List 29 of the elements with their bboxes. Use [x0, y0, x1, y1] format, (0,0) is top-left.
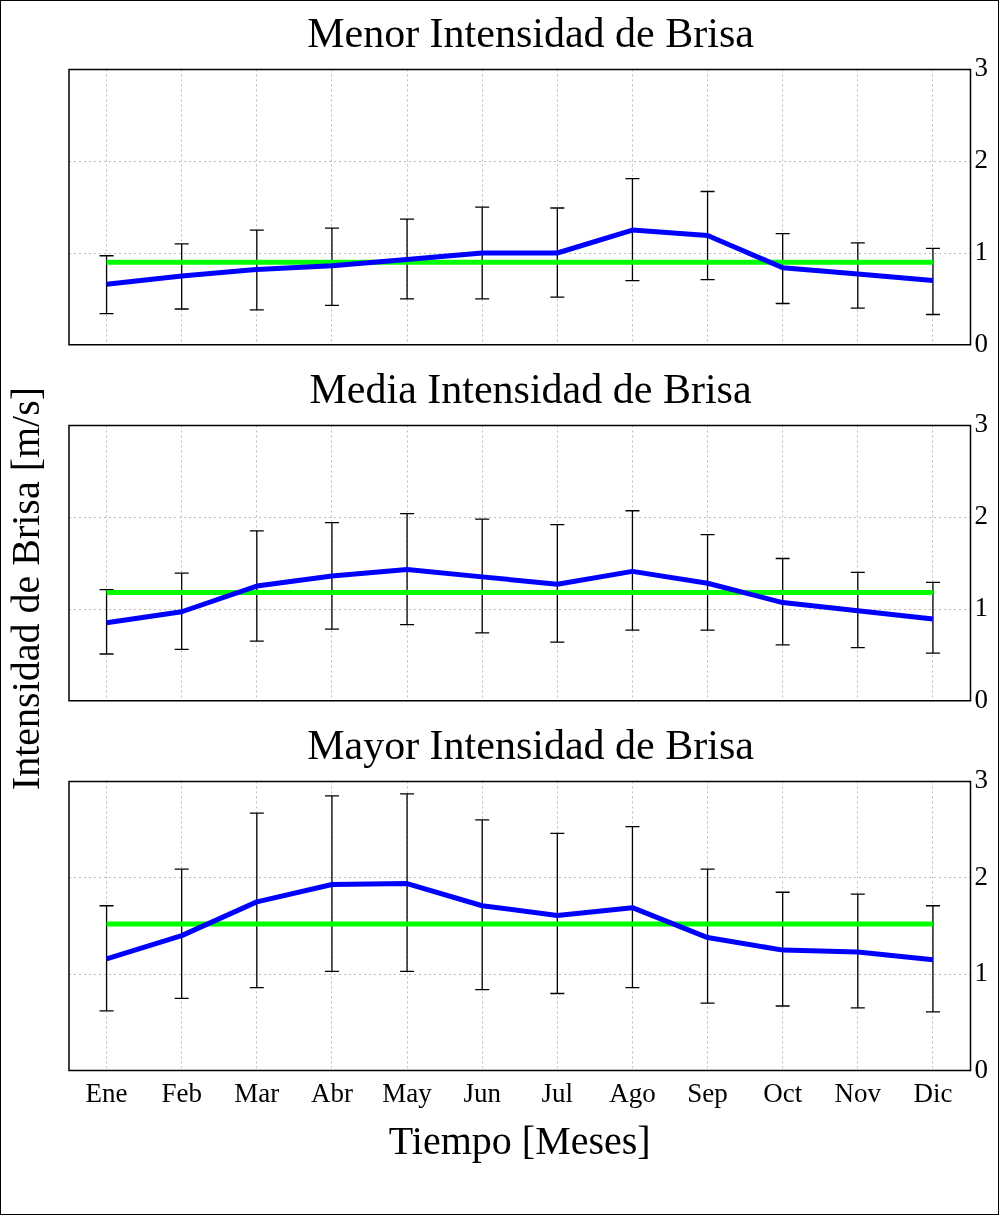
x-tick-label: Sep: [687, 1077, 728, 1108]
y-tick-label: 1: [974, 236, 988, 267]
y-tick-label: 0: [974, 327, 988, 358]
x-axis-title: Tiempo [Meses]: [388, 1117, 651, 1163]
chart-title: Media Intensidad de Brisa: [309, 366, 752, 413]
x-tick-label: Nov: [834, 1077, 882, 1108]
y-tick-label: 1: [974, 592, 988, 623]
x-tick-label: Abr: [310, 1077, 353, 1108]
y-tick-label: 2: [974, 500, 988, 531]
chart-title: Menor Intensidad de Brisa: [307, 10, 755, 57]
y-tick-label: 3: [974, 764, 988, 795]
x-tick-label: Dic: [913, 1077, 953, 1108]
x-tick-label: Feb: [161, 1077, 202, 1108]
y-tick-label: 2: [974, 144, 988, 175]
y-tick-label: 3: [974, 52, 988, 83]
x-tick-label: Oct: [763, 1077, 803, 1108]
x-tick-label: Ene: [85, 1077, 128, 1108]
y-tick-label: 0: [974, 1053, 988, 1084]
chart-title: Mayor Intensidad de Brisa: [307, 722, 755, 769]
x-tick-label: Jun: [463, 1077, 502, 1108]
y-axis-title: Intensidad de Brisa [m/s]: [2, 386, 50, 790]
x-tick-label: May: [382, 1077, 433, 1108]
y-tick-label: 3: [974, 408, 988, 439]
y-tick-label: 1: [974, 957, 988, 988]
x-tick-label: Jul: [541, 1077, 574, 1108]
y-tick-label: 0: [974, 683, 988, 714]
y-tick-label: 2: [974, 860, 988, 891]
x-tick-label: Mar: [234, 1077, 280, 1108]
x-tick-label: Ago: [609, 1077, 656, 1108]
